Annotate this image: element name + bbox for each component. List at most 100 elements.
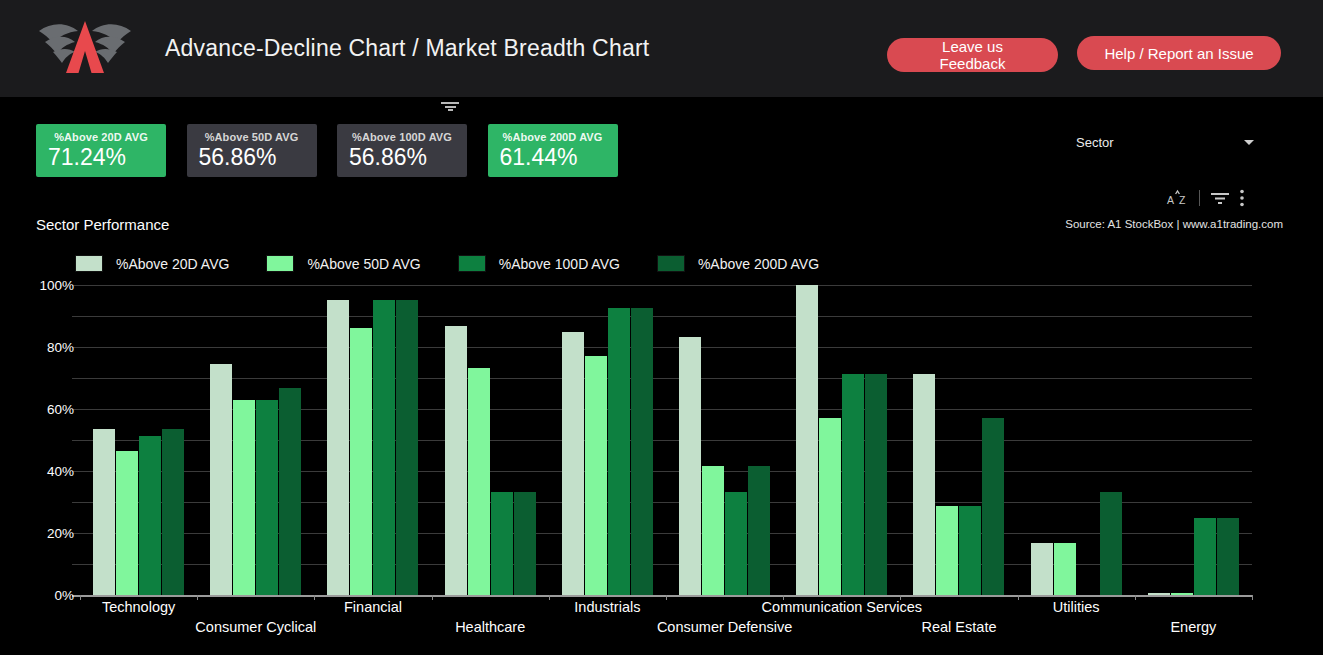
bar[interactable] — [445, 326, 467, 595]
y-axis-label: 80% — [0, 340, 74, 355]
x-axis-label: Technology — [102, 599, 175, 615]
y-axis-label: 20% — [0, 526, 74, 541]
stat-card-label: %Above 100D AVG — [337, 131, 467, 143]
bar[interactable] — [468, 368, 490, 595]
dashboard-page: Advance-Decline Chart / Market Breadth C… — [0, 0, 1323, 655]
bar[interactable] — [93, 429, 115, 595]
sector-performance-chart: 0%20%40%60%80%100%TechnologyConsumer Cyc… — [0, 0, 1323, 655]
sort-az-icon[interactable]: A Z — [1166, 189, 1188, 207]
legend-label: %Above 200D AVG — [698, 256, 819, 272]
bar[interactable] — [396, 300, 418, 595]
page-title: Advance-Decline Chart / Market Breadth C… — [165, 0, 649, 97]
x-axis-tick — [900, 595, 901, 600]
feedback-button[interactable]: Leave us Feedback — [887, 38, 1058, 72]
app-header: Advance-Decline Chart / Market Breadth C… — [0, 0, 1323, 97]
bar[interactable] — [913, 374, 935, 595]
grid-line — [72, 378, 1252, 379]
bar-group — [314, 285, 431, 595]
bar[interactable] — [608, 308, 630, 595]
bar[interactable] — [865, 374, 887, 595]
bar[interactable] — [1171, 593, 1193, 595]
bar-group — [666, 285, 783, 595]
legend-swatch-icon — [266, 255, 294, 272]
bar[interactable] — [562, 332, 584, 595]
bar[interactable] — [842, 374, 864, 595]
bar[interactable] — [702, 466, 724, 595]
stat-card-label: %Above 50D AVG — [187, 131, 317, 143]
bar[interactable] — [233, 400, 255, 595]
svg-text:A: A — [1167, 194, 1174, 206]
bar-group — [197, 285, 314, 595]
bar[interactable] — [936, 506, 958, 595]
stat-card-value: 61.44% — [488, 144, 618, 171]
legend-item: %Above 50D AVG — [266, 255, 420, 272]
bar-group — [432, 285, 549, 595]
bar[interactable] — [256, 400, 278, 595]
bar[interactable] — [116, 451, 138, 595]
chart-legend: %Above 20D AVG%Above 50D AVG%Above 100D … — [75, 255, 819, 272]
more-vertical-icon[interactable] — [1240, 189, 1244, 207]
bar[interactable] — [796, 285, 818, 595]
y-axis-label: 40% — [0, 464, 74, 479]
bar[interactable] — [1100, 492, 1122, 595]
bar[interactable] — [491, 492, 513, 595]
bar[interactable] — [514, 492, 536, 595]
chart-title: Sector Performance — [36, 216, 169, 233]
stat-card: %Above 200D AVG61.44% — [488, 124, 618, 177]
stat-card-value: 71.24% — [36, 144, 166, 171]
x-axis-label: Healthcare — [455, 619, 525, 635]
bar[interactable] — [748, 466, 770, 595]
filter-icon[interactable] — [1211, 191, 1229, 205]
filter-bar-handle-icon[interactable] — [440, 102, 460, 114]
bar[interactable] — [279, 388, 301, 595]
sector-filter-label: Sector — [1076, 135, 1114, 150]
x-axis-tick — [1018, 595, 1019, 600]
bar[interactable] — [631, 308, 653, 595]
x-axis-label: Consumer Defensive — [657, 619, 792, 635]
stat-card-value: 56.86% — [187, 144, 317, 171]
bar[interactable] — [679, 337, 701, 595]
x-axis-tick — [666, 595, 667, 600]
x-axis-tick — [783, 595, 784, 600]
bar[interactable] — [373, 300, 395, 595]
bar[interactable] — [1148, 593, 1170, 595]
x-axis-tick — [432, 595, 433, 600]
bar[interactable] — [819, 418, 841, 595]
bar-group — [783, 285, 900, 595]
help-report-button[interactable]: Help / Report an Issue — [1077, 36, 1281, 70]
legend-swatch-icon — [458, 255, 486, 272]
stat-card-label: %Above 200D AVG — [488, 131, 618, 143]
stat-card-value: 56.86% — [337, 144, 467, 171]
x-axis-label: Consumer Cyclical — [195, 619, 316, 635]
a1-trading-logo — [35, 18, 135, 76]
bar[interactable] — [1054, 543, 1076, 595]
x-axis-tick — [549, 595, 550, 600]
bar[interactable] — [1194, 518, 1216, 596]
legend-swatch-icon — [75, 255, 103, 272]
bar[interactable] — [1031, 543, 1053, 595]
x-axis-label: Energy — [1170, 619, 1216, 635]
x-axis-tick — [314, 595, 315, 600]
x-axis-tick — [1135, 595, 1136, 600]
legend-item: %Above 100D AVG — [458, 255, 620, 272]
legend-item: %Above 200D AVG — [657, 255, 819, 272]
stat-card: %Above 50D AVG56.86% — [187, 124, 317, 177]
sector-filter-dropdown[interactable]: Sector — [1066, 129, 1262, 155]
bar[interactable] — [959, 506, 981, 595]
bar[interactable] — [725, 492, 747, 595]
bar[interactable] — [982, 418, 1004, 595]
bar[interactable] — [1217, 518, 1239, 596]
svg-text:Z: Z — [1179, 194, 1186, 206]
x-axis-label: Communication Services — [762, 599, 922, 615]
bar[interactable] — [210, 364, 232, 595]
bar[interactable] — [162, 429, 184, 595]
toolbar-separator — [1199, 190, 1200, 206]
source-attribution: Source: A1 StockBox | www.a1trading.com — [1065, 218, 1283, 230]
bar[interactable] — [139, 436, 161, 595]
bar[interactable] — [585, 356, 607, 595]
x-axis-tick — [80, 595, 81, 600]
bar[interactable] — [327, 300, 349, 595]
dropdown-caret-icon — [1244, 140, 1254, 145]
bar-group — [900, 285, 1017, 595]
bar[interactable] — [350, 328, 372, 595]
